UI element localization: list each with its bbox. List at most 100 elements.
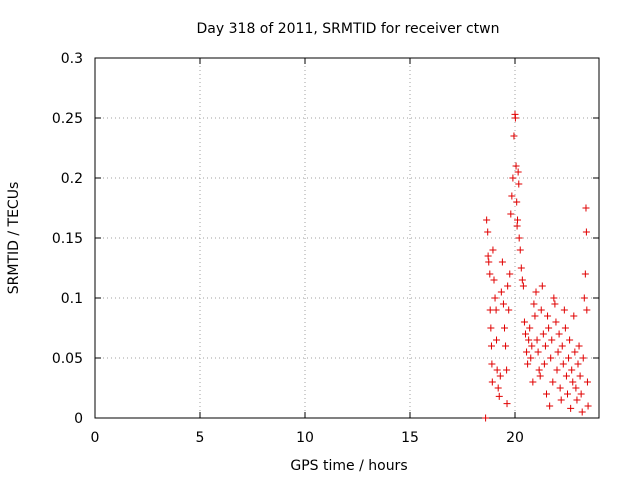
data-point <box>553 366 561 374</box>
data-point <box>512 162 520 170</box>
data-point <box>544 312 552 320</box>
data-point <box>556 384 564 392</box>
data-point <box>493 336 501 344</box>
data-point <box>551 300 559 308</box>
data-point <box>530 300 538 308</box>
data-point <box>529 378 537 386</box>
data-point <box>511 114 519 122</box>
data-point <box>528 342 536 350</box>
data-point <box>537 306 545 314</box>
data-point <box>532 288 540 296</box>
data-point <box>518 276 526 284</box>
y-tick-label: 0.1 <box>61 291 83 307</box>
data-point <box>494 384 502 392</box>
data-point <box>568 366 576 374</box>
y-tick-label: 0.05 <box>52 351 83 367</box>
data-point <box>578 408 586 416</box>
x-tick-label: 10 <box>296 430 314 446</box>
data-point <box>545 324 553 332</box>
data-point <box>503 400 511 408</box>
data-point <box>513 222 521 230</box>
data-point <box>559 360 567 368</box>
data-point <box>484 228 492 236</box>
data-point <box>490 276 498 284</box>
data-point <box>580 294 588 302</box>
data-point <box>514 216 522 224</box>
data-point <box>487 324 495 332</box>
data-point <box>565 354 573 362</box>
data-point <box>517 264 525 272</box>
data-point <box>483 216 491 224</box>
data-point <box>482 414 490 422</box>
data-point <box>519 282 527 290</box>
data-point <box>524 360 532 368</box>
data-point <box>488 378 496 386</box>
y-tick-label: 0 <box>74 411 83 427</box>
data-point <box>538 282 546 290</box>
data-point <box>548 336 556 344</box>
data-point <box>516 246 524 254</box>
data-point <box>581 270 589 278</box>
data-point <box>489 246 497 254</box>
data-point <box>492 306 500 314</box>
data-point <box>531 312 539 320</box>
data-point <box>527 354 535 362</box>
data-point <box>561 324 569 332</box>
data-point <box>491 294 499 302</box>
ticks: 0 0.05 0.1 0.15 0.2 0.25 0.3 0 5 10 15 20 <box>52 51 599 446</box>
data-point <box>533 336 541 344</box>
data-point <box>504 282 512 290</box>
data-point <box>509 174 517 182</box>
data-point <box>535 366 543 374</box>
x-tick-label: 15 <box>401 430 419 446</box>
data-point <box>506 270 514 278</box>
data-point <box>496 372 504 380</box>
data-points <box>482 110 592 422</box>
x-tick-label: 20 <box>506 430 524 446</box>
data-point <box>549 378 557 386</box>
data-point <box>505 306 513 314</box>
data-point <box>513 198 521 206</box>
data-point <box>525 336 533 344</box>
data-point <box>574 360 582 368</box>
data-point <box>582 228 590 236</box>
data-point <box>515 234 523 242</box>
data-point <box>583 306 591 314</box>
data-point <box>584 402 592 410</box>
data-point <box>579 354 587 362</box>
data-point <box>522 330 529 338</box>
data-point <box>573 396 581 404</box>
data-point <box>540 360 548 368</box>
data-point <box>507 210 515 218</box>
data-point <box>560 306 568 314</box>
grid <box>95 58 599 418</box>
data-point <box>554 348 562 356</box>
data-point <box>497 288 505 296</box>
data-point <box>515 180 523 188</box>
data-point <box>567 404 575 412</box>
data-point <box>575 342 583 350</box>
data-point <box>486 270 494 278</box>
data-point <box>571 348 579 356</box>
data-point <box>555 330 563 338</box>
data-point <box>514 168 522 176</box>
data-point <box>543 390 550 398</box>
data-point <box>501 324 508 332</box>
data-point <box>541 342 549 350</box>
data-point <box>495 392 503 400</box>
data-point <box>526 324 534 332</box>
y-tick-label: 0.3 <box>61 51 83 67</box>
data-point <box>558 342 566 350</box>
data-point <box>569 378 577 386</box>
data-point <box>487 342 495 350</box>
data-point <box>572 384 580 392</box>
data-point <box>484 252 492 260</box>
y-tick-label: 0.25 <box>52 111 83 127</box>
y-axis-label: SRMTID / TECUs <box>6 182 22 295</box>
data-point <box>488 360 496 368</box>
data-point <box>520 318 528 326</box>
data-point <box>510 132 518 140</box>
data-point <box>485 258 493 266</box>
data-point <box>557 396 565 404</box>
